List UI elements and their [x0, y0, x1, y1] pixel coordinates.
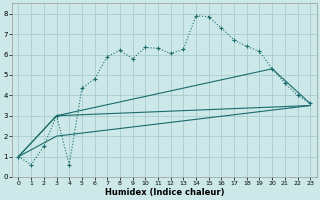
X-axis label: Humidex (Indice chaleur): Humidex (Indice chaleur): [105, 188, 224, 197]
